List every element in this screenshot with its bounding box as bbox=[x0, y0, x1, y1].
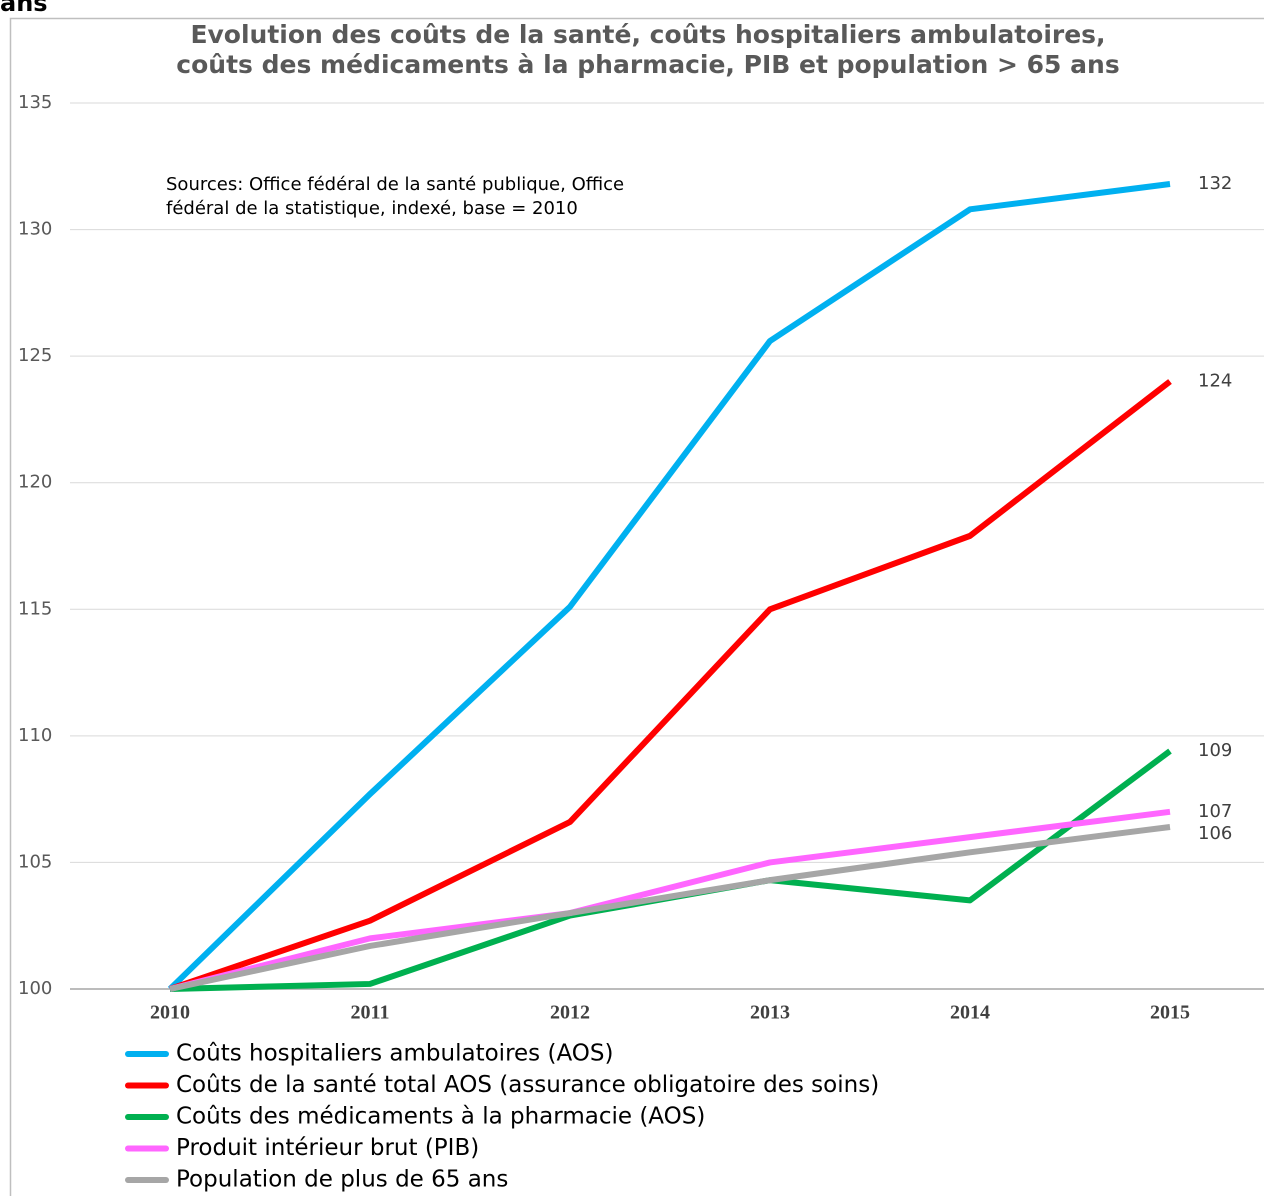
data-label: 106 bbox=[1198, 823, 1232, 844]
annotation: Sources: Office fédéral de la santé publ… bbox=[166, 174, 624, 195]
x-tick-label: 2011 bbox=[351, 1002, 390, 1024]
y-tick-label: 130 bbox=[18, 219, 52, 240]
data-label: 132 bbox=[1198, 173, 1232, 194]
data-label: 107 bbox=[1198, 801, 1232, 822]
data-label: 109 bbox=[1198, 740, 1232, 761]
y-tick-label: 120 bbox=[18, 472, 52, 493]
chart-frame bbox=[9, 17, 1264, 1196]
y-tick-label: 135 bbox=[18, 92, 52, 113]
y-tick-label: 105 bbox=[18, 851, 52, 872]
annotation: fédéral de la statistique, indexé, base … bbox=[166, 198, 578, 219]
y-tick-label: 110 bbox=[18, 725, 52, 746]
x-tick-label: 2012 bbox=[550, 1002, 590, 1024]
series-line bbox=[167, 181, 1171, 992]
series-line bbox=[169, 808, 1171, 992]
series-line bbox=[169, 379, 1172, 992]
legend-label: Population de plus de 65 ans bbox=[176, 1167, 508, 1193]
x-tick-label: 2013 bbox=[750, 1002, 790, 1024]
legend-label: Produit intérieur brut (PIB) bbox=[176, 1135, 479, 1161]
header-fragment: ans bbox=[0, 0, 48, 17]
chart-title: Evolution des coûts de la santé, coûts h… bbox=[190, 20, 1105, 49]
x-tick-label: 2010 bbox=[150, 1002, 190, 1024]
data-label: 124 bbox=[1198, 370, 1232, 391]
y-tick-label: 115 bbox=[18, 598, 52, 619]
x-tick-label: 2015 bbox=[1150, 1002, 1190, 1024]
series-line bbox=[169, 824, 1171, 992]
legend-label: Coûts des médicaments à la pharmacie (AO… bbox=[176, 1104, 705, 1130]
y-tick-label: 100 bbox=[18, 978, 52, 999]
x-tick-label: 2014 bbox=[950, 1002, 990, 1024]
legend-label: Coûts de la santé total AOS (assurance o… bbox=[176, 1072, 879, 1098]
chart-title: coûts des médicaments à la pharmacie, PI… bbox=[176, 50, 1119, 79]
legend-label: Coûts hospitaliers ambulatoires (AOS) bbox=[176, 1041, 613, 1067]
y-tick-label: 125 bbox=[18, 345, 52, 366]
